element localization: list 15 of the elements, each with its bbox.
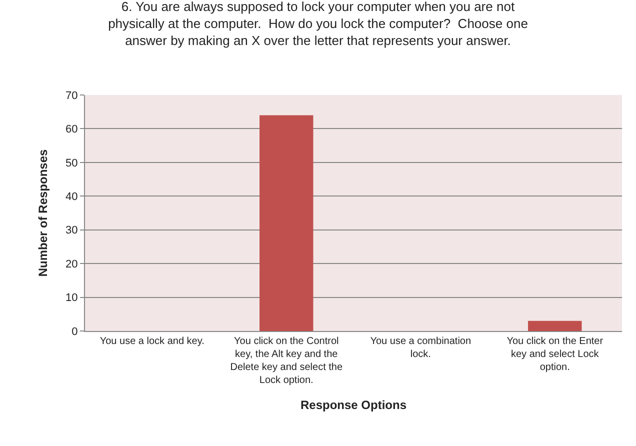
y-tick-label: 30 (66, 224, 78, 237)
x-axis-title: Response Options (300, 398, 407, 412)
x-tick-label: You use a combination lock. (370, 336, 472, 360)
y-tick-label: 60 (66, 124, 78, 136)
x-tick-label: You click on the Control key, the Alt key and the Delete key and select the Lock option. (230, 336, 343, 386)
y-tick-label: 20 (66, 258, 78, 270)
y-axis-title: Number of Responses (36, 148, 50, 277)
y-tick-label: 10 (66, 292, 78, 304)
y-tick-label: 40 (66, 190, 78, 203)
x-tick-label: You use a lock and key. (100, 336, 204, 347)
y-tick-label: 70 (66, 90, 78, 102)
x-tick-label: You click on the Enter key and select Lock option. (506, 336, 604, 373)
chart-title: 6. You are always supposed to lock your computer when you are not physically at the computer. How do you lock the computer? Choose one answer by making an X over the letter that represents your answer. (108, 0, 528, 48)
y-tick-label: 50 (66, 157, 78, 170)
y-tick-label: 0 (72, 326, 78, 338)
